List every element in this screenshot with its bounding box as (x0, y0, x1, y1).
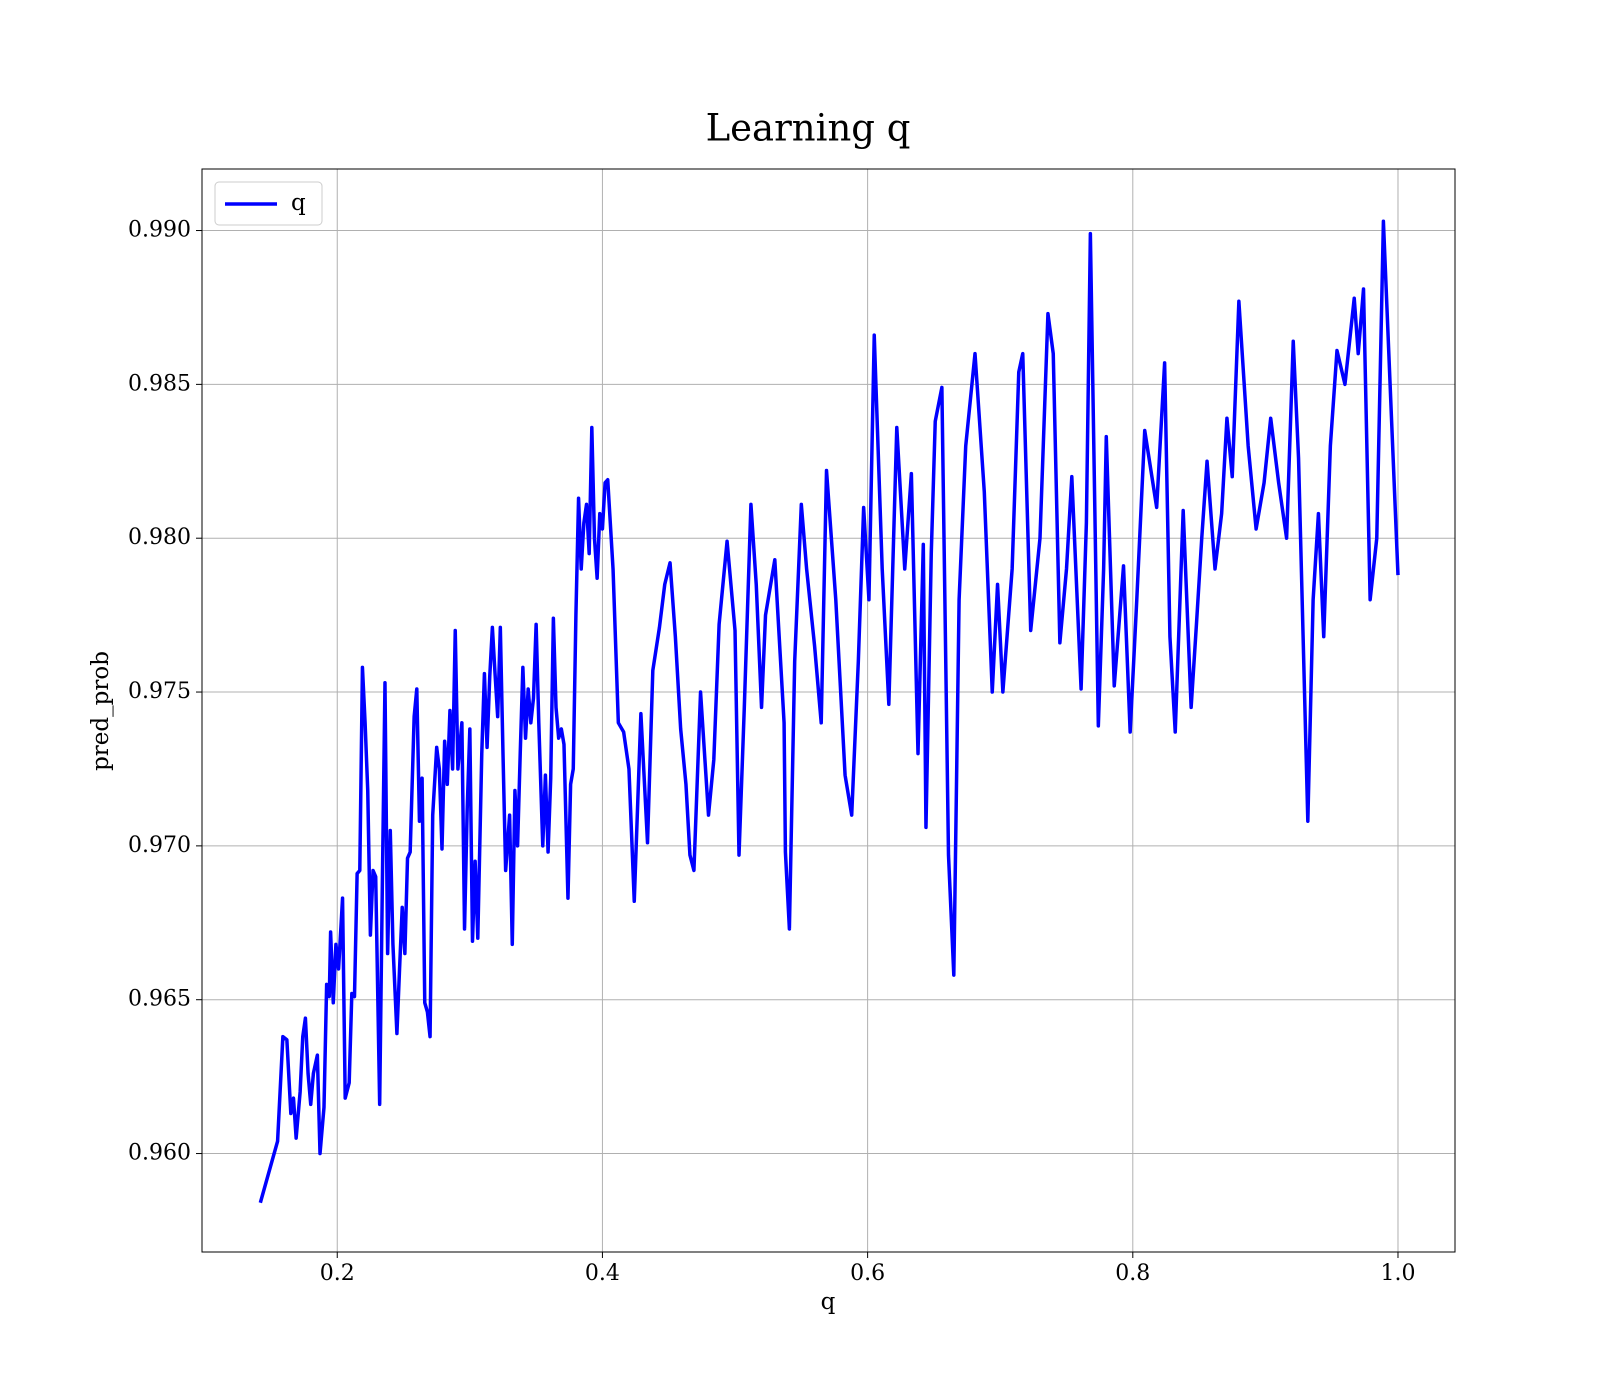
y-tick-label: 0.980 (128, 525, 191, 550)
y-axis-label: pred_prob (88, 651, 114, 771)
x-tick-label: 1.0 (1380, 1261, 1415, 1286)
plot-frame (201, 168, 1456, 1253)
x-tick-label: 0.6 (850, 1261, 885, 1286)
y-tick-label: 0.975 (128, 679, 191, 704)
x-axis-label: q (821, 1289, 836, 1315)
chart-title: Learning q (706, 107, 911, 150)
y-tick-label: 0.990 (128, 218, 191, 243)
y-tick-label: 0.960 (128, 1141, 191, 1166)
y-tick-label: 0.985 (128, 371, 191, 396)
x-tick-label: 0.2 (320, 1261, 355, 1286)
data-line (258, 219, 1400, 1204)
x-tick-label: 0.4 (585, 1261, 620, 1286)
y-tick-label: 0.970 (128, 833, 191, 858)
x-tick-label: 0.8 (1115, 1261, 1150, 1286)
legend-label: q (291, 190, 306, 216)
y-tick-label: 0.965 (128, 987, 191, 1012)
